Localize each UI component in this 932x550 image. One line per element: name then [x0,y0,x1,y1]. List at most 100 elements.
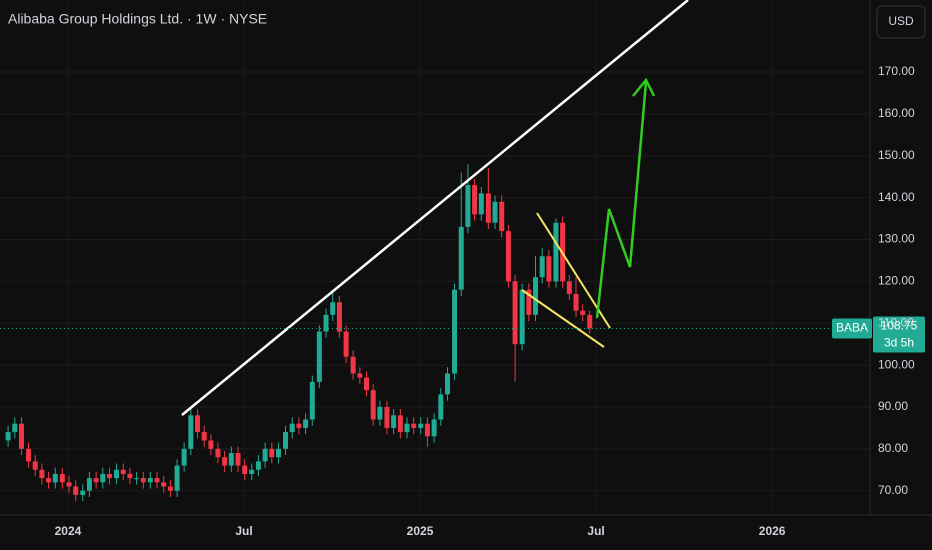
candle-body [289,423,295,433]
candle-body [188,415,194,449]
candle-body [587,314,593,329]
y-tick-label: 100.00 [878,357,915,371]
candle-body [215,448,221,458]
candle-body [262,448,268,462]
candle-body [573,293,579,311]
candle-body [167,486,173,491]
candle-body [195,415,201,433]
x-tick-label: 2026 [759,524,786,538]
countdown-label: 3d 5h [884,336,914,350]
candle-body [154,478,160,483]
candle-body [222,457,228,466]
candle-body [512,281,518,345]
trendline [181,0,689,416]
candle-body [377,406,383,420]
candle-body [242,465,248,474]
candle-body [444,373,450,395]
candle-body [86,478,92,491]
candle-body [343,331,349,357]
y-tick-label: 140.00 [878,190,915,204]
candle-body [32,461,38,470]
y-tick-label: 110.00 [878,315,914,329]
candle-body [66,482,72,487]
candle-body [134,478,140,480]
candle-body [404,423,410,433]
candle-body [391,415,397,428]
ticker-label: BABA [836,321,868,335]
candle-body [438,394,444,420]
candle-body [208,440,214,449]
candle-body [323,314,329,332]
candle-body [499,201,505,232]
candle-body [269,448,275,458]
candle-body [478,193,484,215]
candle-body [411,423,417,428]
candle-body [228,453,234,466]
candle-body [519,289,525,345]
y-tick-label: 170.00 [878,64,915,78]
candle-body [431,419,437,437]
projection-arrowhead [632,77,656,97]
candle-body [18,423,24,449]
candle-body [174,465,180,491]
candle-body [201,432,207,441]
price-badge [873,316,925,353]
y-tick-label: 90.00 [878,399,908,413]
candle-body [472,185,478,215]
candle-body [492,201,498,223]
candle-body [5,432,11,441]
y-tick-label: 150.00 [878,148,915,162]
candles [5,164,593,502]
currency-label[interactable]: USD [888,14,914,28]
grid [0,0,870,515]
candle-body [52,473,58,483]
candle-body [181,448,187,466]
x-tick-label: Jul [587,524,604,538]
candle-body [539,256,545,278]
y-tick-label: 160.00 [878,106,915,120]
last-price-label: 108.75 [881,319,918,333]
candle-body [255,461,261,470]
candle-body [533,277,539,315]
candle-body [465,185,471,227]
wedge-lower [521,289,605,348]
chart-title: Alibaba Group Holdings Ltd. · 1W · NYSE [8,11,267,27]
candle-body [553,222,559,282]
candle-body [235,453,241,466]
candle-body [120,469,126,474]
y-tick-label: 120.00 [878,274,915,288]
candle-body [364,377,370,391]
projection-path [595,81,648,319]
candle-body [93,478,99,483]
candle-body [458,226,464,290]
candle-body [384,406,390,428]
candle-body [336,302,342,332]
candle-body [73,486,79,495]
candle-body [26,448,32,462]
candle-body [140,478,146,483]
candle-body [580,310,586,315]
candle-body [546,256,552,282]
candle-body [249,469,255,474]
candle-body [46,478,52,483]
candle-body [127,473,133,479]
candle-body [452,289,458,374]
candle-body [39,469,45,479]
candle-body [147,478,153,483]
candle-body [303,419,309,428]
candle-body [12,423,18,433]
currency-button[interactable] [876,5,926,39]
candle-body [59,473,65,483]
candle-body [296,423,302,428]
y-tick-label: 70.00 [878,483,908,497]
candle-body [114,469,120,479]
candle-body [275,448,281,458]
candle-body [283,432,289,449]
candle-body [80,490,86,495]
candle-body [370,390,376,420]
candle-body [505,231,511,282]
candle-body [100,473,106,483]
